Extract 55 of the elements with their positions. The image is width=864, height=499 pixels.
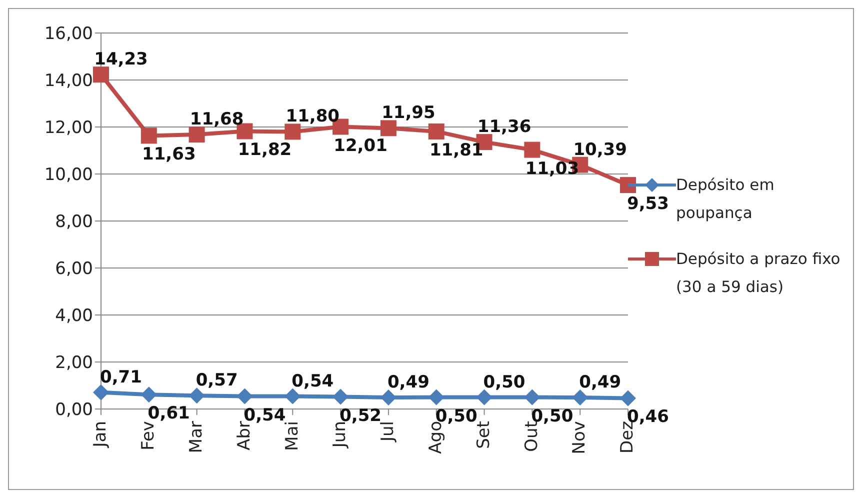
data-label: 0,57 — [196, 370, 238, 391]
point — [332, 388, 349, 405]
point — [140, 386, 157, 403]
point — [572, 389, 588, 406]
data-label: 11,36 — [477, 117, 532, 138]
point — [620, 390, 636, 406]
point — [188, 388, 205, 404]
y-tick-label: 10,00 — [44, 165, 93, 186]
data-label: 11,82 — [238, 140, 292, 160]
y-tick-label: 12,00 — [44, 118, 93, 138]
y-tick-label: 14,00 — [44, 71, 93, 92]
data-label: 11,03 — [525, 158, 580, 179]
data-label: 11,80 — [286, 106, 340, 127]
data-label: 9,53 — [627, 194, 669, 214]
point — [188, 126, 205, 143]
point — [236, 388, 253, 404]
y-tick-label: 0,00 — [55, 400, 93, 420]
point — [140, 128, 157, 144]
y-tick-label: 8,00 — [55, 212, 93, 232]
data-label: 11,95 — [382, 103, 436, 124]
data-label: 0,49 — [387, 372, 430, 392]
data-label: 0,54 — [292, 371, 334, 392]
point — [476, 389, 492, 406]
legend-label: Depósito em poupança — [676, 175, 776, 224]
point — [620, 177, 636, 194]
x-tick-label: Nov — [570, 421, 590, 454]
data-label: 11,81 — [429, 140, 484, 160]
data-label: 0,50 — [483, 372, 526, 392]
y-tick-label: 2,00 — [55, 353, 93, 374]
point — [93, 66, 109, 83]
x-tick-label: Set — [474, 420, 494, 449]
legend-label: Depósito a prazo fixo (30 a 59 dias) — [676, 249, 842, 298]
point — [380, 120, 396, 136]
point — [380, 389, 396, 406]
x-tick-label: Jul — [378, 421, 398, 443]
y-tick-label: 4,00 — [55, 306, 93, 326]
data-label: 14,23 — [94, 50, 148, 70]
data-label: 0,71 — [100, 367, 142, 388]
point — [284, 388, 301, 404]
y-tick-label: 6,00 — [55, 259, 93, 280]
point — [524, 142, 540, 158]
data-label: 10,39 — [573, 140, 627, 160]
x-tick-label: Jun — [330, 421, 350, 449]
data-label: 11,68 — [190, 110, 244, 130]
x-tick-label: Jan — [90, 421, 111, 448]
point — [284, 124, 301, 140]
data-label: 12,01 — [334, 136, 388, 156]
data-label: 0,49 — [579, 372, 622, 392]
point — [93, 384, 109, 400]
x-tick-label: Fev — [138, 421, 159, 450]
point — [428, 389, 444, 406]
data-label: 11,63 — [142, 144, 196, 165]
point — [428, 123, 444, 140]
y-tick-label: 16,00 — [44, 24, 93, 44]
point — [524, 389, 540, 406]
